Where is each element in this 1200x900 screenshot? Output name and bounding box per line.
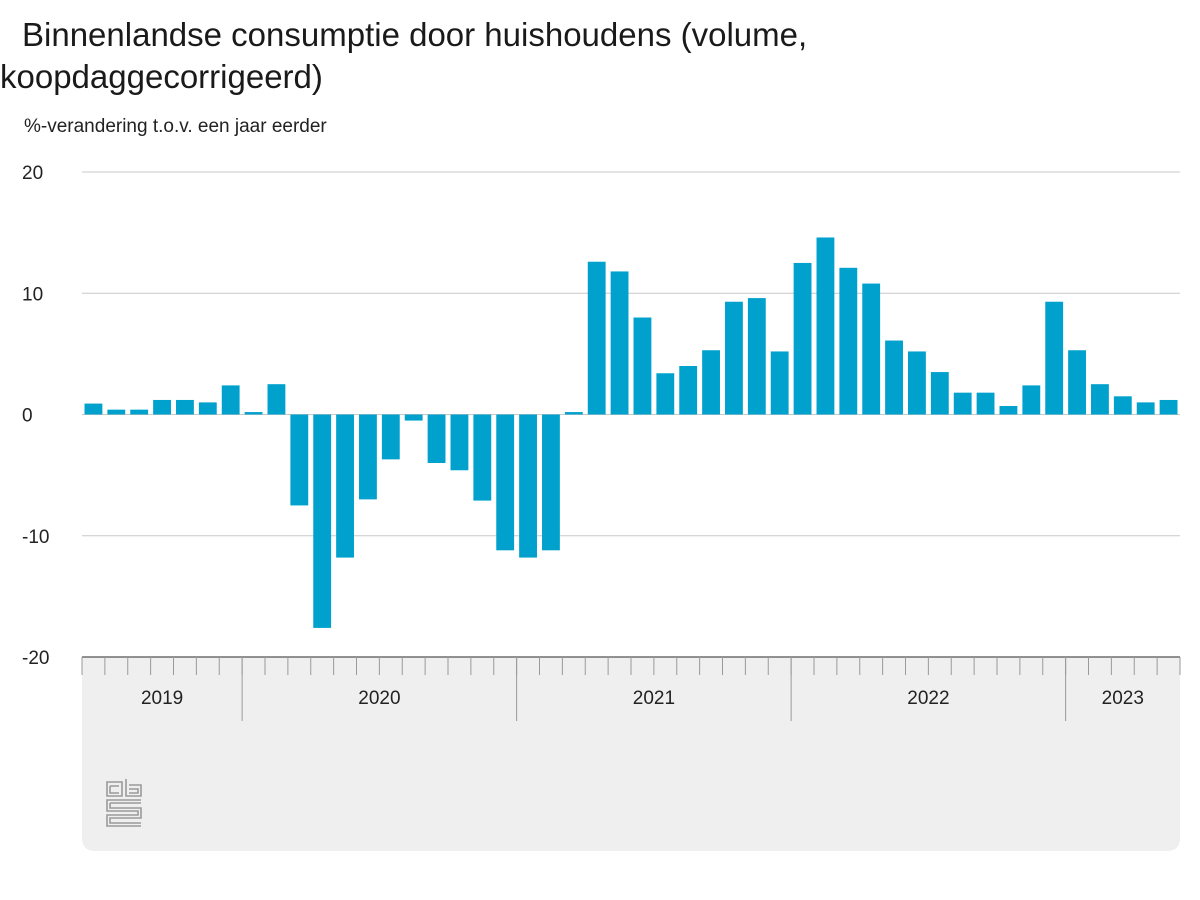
bar-2020-12[interactable] [496,414,515,551]
bar-2022-06[interactable] [908,351,926,415]
bar-2021-07[interactable] [656,373,675,415]
bars [84,237,1178,628]
bar-2019-10[interactable] [176,399,194,415]
bar-2021-02[interactable] [542,414,560,551]
bar-2020-11[interactable] [473,414,492,501]
bar-2022-09[interactable] [976,392,995,415]
bar-2019-09[interactable] [153,399,171,415]
bar-2021-12[interactable] [770,351,789,415]
bar-2022-12[interactable] [1045,301,1064,415]
bar-2021-05[interactable] [610,271,629,415]
bar-2021-09[interactable] [702,350,720,415]
bar-2022-02[interactable] [816,237,835,415]
bar-2020-10[interactable] [450,414,469,471]
bar-2020-02[interactable] [267,384,286,415]
bar-2021-08[interactable] [679,366,698,415]
bar-2022-05[interactable] [885,340,903,415]
bar-2020-07[interactable] [381,414,400,460]
x-year-label: 2022 [907,688,949,709]
bar-2021-01[interactable] [519,414,537,558]
y-tick-label: 20 [22,163,43,184]
bar-2020-01[interactable] [244,412,263,415]
bar-2020-09[interactable] [427,414,446,464]
x-axis-panel-background [82,657,1180,851]
bar-2022-04[interactable] [862,283,881,415]
bar-2019-07[interactable] [107,409,126,415]
bar-2022-07[interactable] [930,372,949,415]
bar-2019-06[interactable] [84,403,103,415]
bar-2023-05[interactable] [1159,399,1178,415]
bar-2022-08[interactable] [953,392,972,415]
gridlines [82,171,1180,537]
bar-2021-06[interactable] [633,317,652,415]
bar-2020-06[interactable] [359,414,377,500]
bar-2019-11[interactable] [198,402,217,415]
chart-title: Binnenlandse consumptie door huishoudens… [0,16,808,95]
y-tick-label: 10 [22,284,43,305]
bar-2023-04[interactable] [1136,402,1155,415]
bar-2023-03[interactable] [1113,396,1132,415]
bar-2020-03[interactable] [290,414,309,506]
bar-2021-10[interactable] [725,301,743,415]
bar-2022-11[interactable] [1022,385,1041,415]
x-year-label: 2021 [633,688,675,709]
bar-2020-04[interactable] [313,414,332,628]
x-axis: 2019 2020 2021 2022 2023 [81,656,1181,721]
y-axis-label: %-verandering t.o.v. een jaar eerder [24,116,327,137]
bar-2020-05[interactable] [336,414,354,558]
y-tick-label: -10 [22,527,49,548]
bar-2021-04[interactable] [587,261,606,415]
x-year-label: 2020 [358,688,400,709]
bar-2019-08[interactable] [130,409,149,415]
bar-2019-12[interactable] [221,385,240,415]
y-tick-label: 0 [22,406,33,427]
cbs-logo-icon [106,779,142,827]
bar-2023-02[interactable] [1091,384,1109,415]
bar-2022-10[interactable] [999,406,1018,415]
bar-2023-01[interactable] [1068,350,1086,415]
bar-2020-08[interactable] [404,414,423,421]
x-year-label: 2019 [141,688,183,709]
y-tick-label: -20 [22,648,49,669]
x-year-label: 2023 [1102,688,1144,709]
bar-2022-01[interactable] [793,262,812,415]
bar-2022-03[interactable] [839,267,858,415]
bar-2021-11[interactable] [747,298,766,415]
y-axis-ticks: 20 10 0 -10 -20 [22,163,49,669]
bar-2021-03[interactable] [564,412,583,415]
